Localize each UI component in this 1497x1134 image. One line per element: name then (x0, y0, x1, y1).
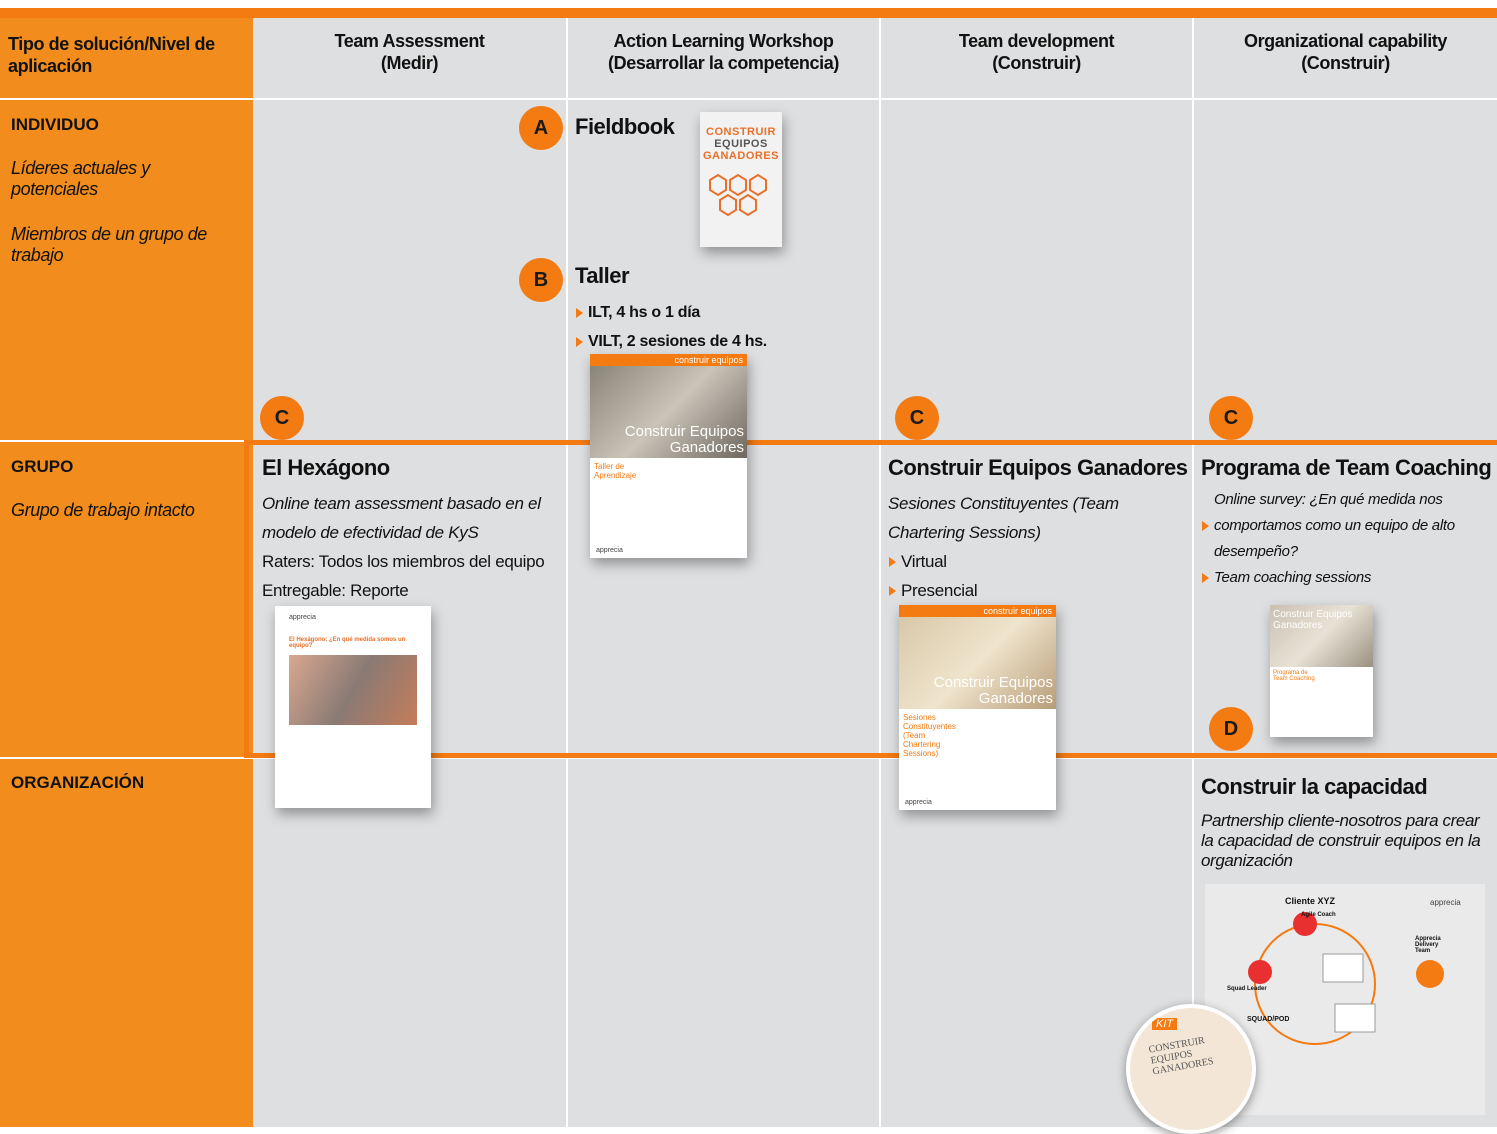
block-title: Construir la capacidad (1201, 774, 1428, 799)
sessions-thumbnail: construir equipos Construir Equipos Gana… (899, 605, 1056, 810)
thumb-photo: Construir Equipos Ganadores (899, 617, 1056, 709)
block-title: Taller (575, 263, 630, 288)
block-line: Raters: Todos los miembros del equipo (262, 552, 545, 571)
block-subtitle: Partnership cliente-nosotros para crear … (1201, 811, 1481, 870)
block-title: Programa de Team Coaching (1201, 455, 1492, 480)
cover-text: CONSTRUIR (706, 126, 776, 138)
thumb-brand: apprecia (596, 547, 623, 554)
thumb-title: El Hexágono: ¿En qué medida somos un equ… (289, 637, 406, 649)
badge: D (1209, 707, 1253, 751)
kit-label: KIT (1152, 1018, 1178, 1030)
bullet-list: ILT, 4 hs o 1 día VILT, 2 sesiones de 4 … (575, 298, 767, 356)
thumb-tag: construir equipos (590, 354, 747, 366)
block-title: Construir Equipos Ganadores (888, 455, 1188, 480)
row-title: GRUPO (11, 457, 74, 476)
thumb-side: Sesiones Constituyentes (Team Chartering… (903, 713, 956, 758)
diagram-coach: Agile Coach (1301, 912, 1336, 918)
row-divider (0, 757, 1497, 759)
badge: B (519, 258, 563, 302)
thumb-photo: Construir Equipos Ganadores (1270, 605, 1373, 667)
column (253, 18, 566, 1127)
diagram-team: Apprecia Delivery Team (1415, 936, 1441, 954)
report-thumbnail: apprecia El Hexágono: ¿En qué medida som… (275, 606, 431, 808)
thumb-side: Programa de Team Coaching (1273, 670, 1315, 682)
column-header: Team development (Construir) (881, 30, 1192, 74)
diagram-client: Cliente XYZ (1285, 896, 1336, 906)
column-subtitle: (Medir) (380, 53, 439, 73)
bullet: Virtual (888, 547, 977, 576)
corner-header: Tipo de solución/Nivel de aplicación (8, 34, 215, 76)
column-header: Team Assessment (Medir) (253, 30, 566, 74)
badge: C (895, 396, 939, 440)
thumb-brand: apprecia (905, 799, 932, 806)
row-title: INDIVIDUO (11, 115, 99, 134)
thumb-title: Construir Equipos Ganadores (624, 423, 744, 456)
block-subtitle: Sesiones Constituyentes (Team Chartering… (888, 494, 1119, 542)
column-subtitle: (Construir) (1301, 53, 1390, 73)
bullet: Team coaching sessions (1201, 565, 1469, 591)
group-highlight (244, 440, 1497, 758)
badge: C (1209, 396, 1253, 440)
thumb-brand: apprecia (289, 614, 316, 621)
hexagon-pattern (709, 173, 767, 217)
column-title: Team Assessment (334, 31, 485, 51)
column-title: Team development (958, 31, 1115, 51)
kit-badge: KIT CONSTRUIR EQUIPOS GANADORES (1126, 1004, 1256, 1134)
block-title: El Hexágono (262, 455, 390, 480)
row-line: Miembros de un grupo de trabajo (11, 224, 207, 265)
workshop-thumbnail: construir equipos Construir Equipos Gana… (590, 354, 747, 558)
row-line: Grupo de trabajo intacto (11, 500, 195, 520)
bullet-list: Virtual Presencial (888, 547, 978, 605)
block-subtitle: Online team assessment basado en el mode… (262, 494, 541, 542)
cover-text: EQUIPOS (714, 138, 768, 150)
row-divider (0, 98, 1497, 100)
block-lines: Raters: Todos los miembros del equipo En… (262, 547, 562, 605)
column-subtitle: (Construir) (992, 53, 1081, 73)
thumb-photo (289, 655, 417, 725)
column-header: Organizational capability (Construir) (1194, 30, 1497, 74)
label-column (0, 18, 253, 1127)
column-title: Action Learning Workshop (613, 31, 834, 51)
row-title: ORGANIZACIÓN (11, 773, 145, 792)
bullet: Presencial (888, 576, 978, 605)
kit-title: CONSTRUIR EQUIPOS GANADORES (1147, 1035, 1215, 1078)
diagram-leader: Squad Leader (1227, 986, 1267, 992)
column-subtitle: (Desarrollar la competencia) (608, 53, 839, 73)
bullet: Online survey: ¿En qué medida nos compor… (1201, 487, 1469, 565)
badge: C (260, 396, 304, 440)
diagram-pod: SQUAD/POD (1247, 1016, 1290, 1023)
thumb-tag: construir equipos (899, 605, 1056, 617)
top-bar (0, 8, 1497, 18)
thumb-side: Taller de Aprendizaje (594, 462, 637, 480)
coaching-thumbnail: Construir Equipos Ganadores Programa de … (1270, 605, 1373, 737)
thumb-title: Construir Equipos Ganadores (933, 674, 1053, 707)
book-cover: CONSTRUIR EQUIPOS GANADORES (700, 112, 782, 247)
column-title: Organizational capability (1243, 31, 1448, 51)
bullet: ILT, 4 hs o 1 día (575, 298, 767, 327)
row-line: Líderes actuales y potenciales (11, 158, 150, 199)
block-title: Fieldbook (575, 114, 675, 139)
diagram-brand: apprecia (1430, 898, 1461, 907)
column-header: Action Learning Workshop (Desarrollar la … (568, 30, 879, 74)
bullet: VILT, 2 sesiones de 4 hs. (575, 327, 767, 356)
thumb-photo: Construir Equipos Ganadores (590, 366, 747, 458)
bullet-list: Online survey: ¿En qué medida nos compor… (1201, 487, 1469, 591)
thumb-title: Construir Equipos Ganadores (1273, 609, 1353, 631)
diagram-shapes (1248, 912, 1444, 1045)
block-line: Entregable: Reporte (262, 581, 409, 600)
column (881, 18, 1192, 1127)
badge: A (519, 106, 563, 150)
cover-text: GANADORES (702, 150, 779, 162)
